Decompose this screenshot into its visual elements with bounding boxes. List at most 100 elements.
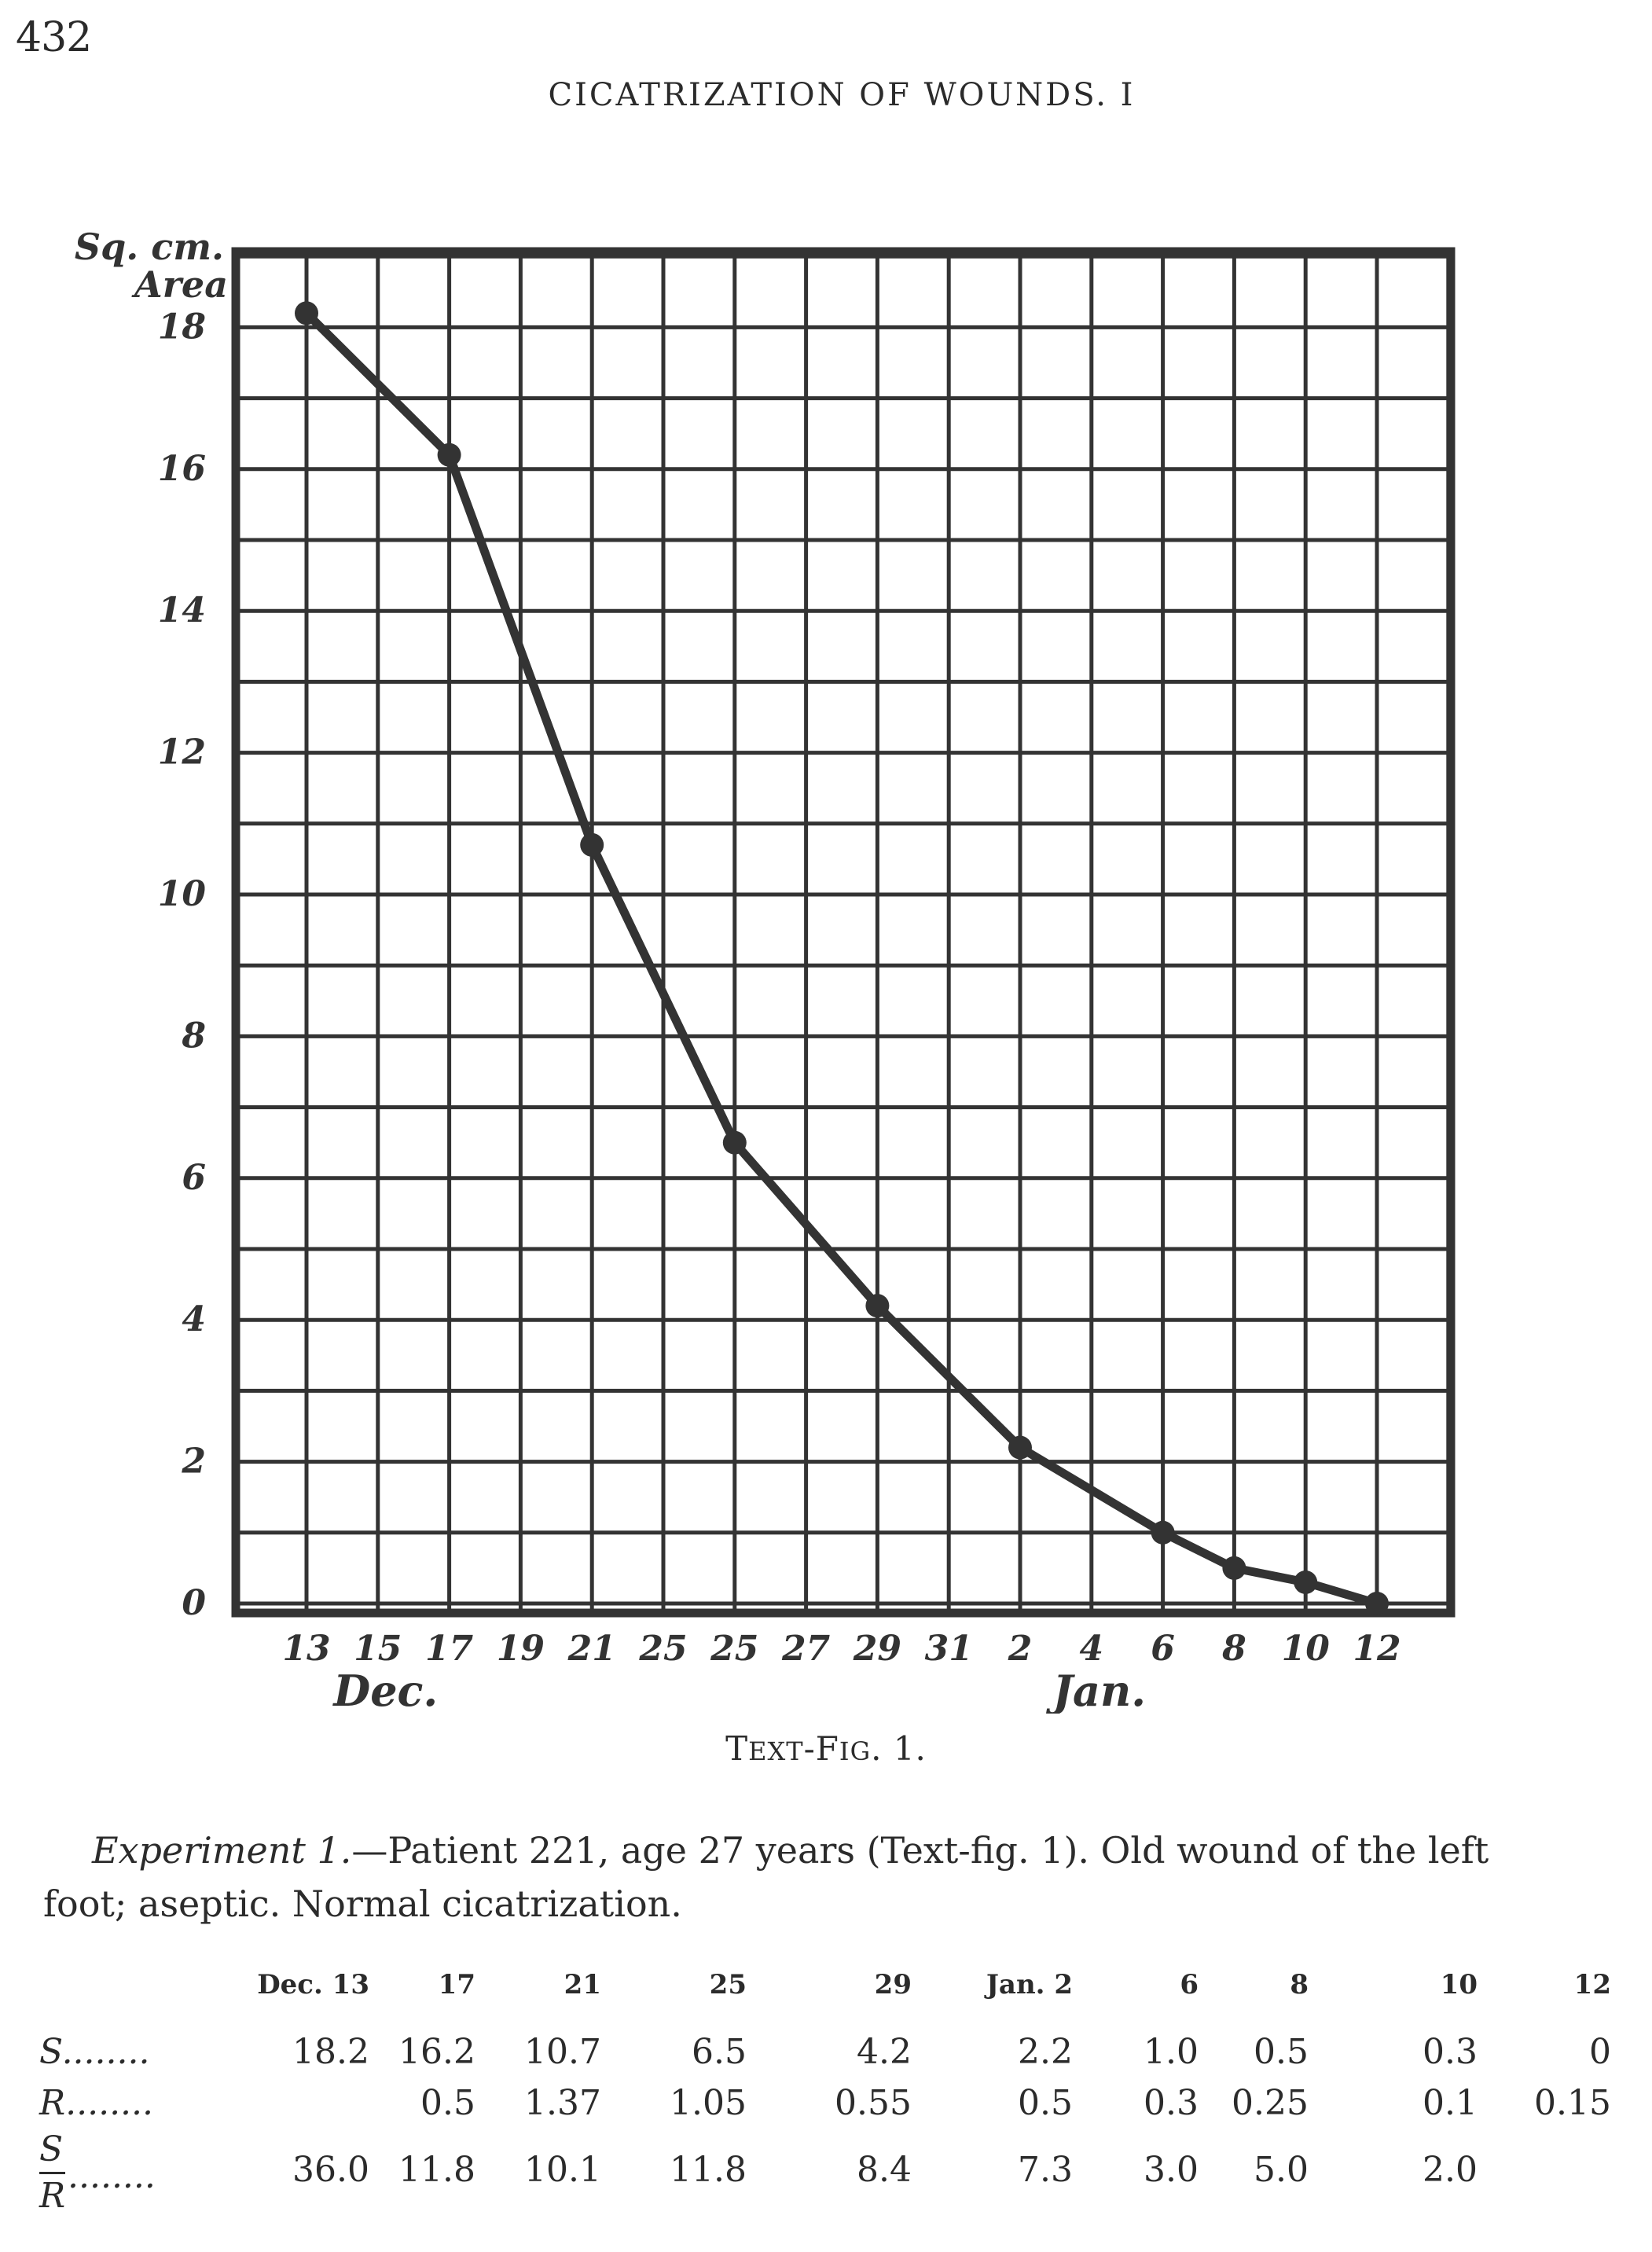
y-tick-label: 14	[158, 590, 206, 630]
x-tick-label: 25	[638, 1629, 687, 1669]
x-tick-label: 19	[497, 1629, 545, 1669]
data-point-marker	[580, 832, 604, 857]
table-cell: 0.5	[420, 2083, 475, 2123]
x-tick-label: 4	[1079, 1629, 1103, 1669]
fraction-denominator: R	[39, 2176, 66, 2216]
table-cell: 4.2	[857, 2032, 912, 2072]
table-row-leader: ........	[68, 2156, 156, 2196]
y-tick-label: 0	[182, 1583, 206, 1623]
data-point-marker	[1365, 1592, 1389, 1615]
x-axis-ticks: 13 15 17 19 21 25 25 27 29 31 2 4 6 8 10 12 Dec. Jan.	[282, 1629, 1401, 1714]
table-cell: 1.37	[524, 2083, 601, 2123]
fraction-numerator: S	[39, 2128, 66, 2174]
y-axis-unit: Sq. cm.	[75, 226, 224, 268]
series-line	[302, 308, 1382, 1608]
table-column-header: 10	[1440, 1969, 1478, 2000]
table-cell: 11.8	[398, 2150, 475, 2190]
table-cell: 2.2	[1018, 2032, 1073, 2072]
y-tick-label: 2	[181, 1442, 206, 1482]
y-tick-label: 6	[182, 1158, 206, 1198]
caption-part: EXT	[748, 1736, 804, 1766]
experiment-body: —Patient 221, age 27 years (Text-fig. 1)…	[351, 1829, 1489, 1872]
table-cell: 6.5	[692, 2032, 747, 2072]
running-head: CICATRIZATION OF WOUNDS. I	[548, 77, 1136, 113]
x-month-label: Dec.	[332, 1666, 438, 1714]
data-point-marker	[1008, 1435, 1032, 1460]
table-cell: 11.8	[670, 2150, 747, 2190]
y-axis-label: Area	[131, 263, 228, 306]
caption-part: . 1.	[871, 1729, 927, 1768]
x-tick-label: 21	[567, 1629, 616, 1669]
table-cell: 16.2	[398, 2032, 475, 2072]
table-cell: 0.15	[1534, 2083, 1611, 2123]
table-cell: 0.5	[1254, 2032, 1309, 2072]
x-tick-label: 27	[781, 1629, 831, 1669]
table-cell: 7.3	[1018, 2150, 1073, 2190]
experiment-line-2: foot; aseptic. Normal cicatrization.	[43, 1883, 682, 1925]
experiment-paragraph: Experiment 1.—Patient 221, age 27 years …	[43, 1824, 1623, 1931]
x-tick-label: 6	[1151, 1629, 1175, 1669]
chart-grid	[236, 252, 1451, 1613]
data-point-marker	[865, 1294, 890, 1318]
caption-part: IG	[839, 1736, 872, 1766]
data-point-marker	[1222, 1556, 1246, 1580]
x-tick-label: 2	[1008, 1629, 1033, 1669]
table-column-header: Dec. 13	[257, 1969, 369, 2000]
x-month-label: Jan.	[1045, 1666, 1146, 1714]
y-tick-label: 16	[158, 449, 206, 489]
table-column-header: 8	[1290, 1969, 1309, 2000]
x-tick-label: 15	[354, 1629, 402, 1669]
data-point-marker	[1151, 1520, 1175, 1545]
figure-caption: TEXT-FIG. 1.	[0, 1729, 1652, 1768]
table-cell: 1.05	[670, 2083, 747, 2123]
table-cell: 1.0	[1144, 2032, 1199, 2072]
data-series-line	[295, 301, 1389, 1615]
data-point-marker	[1294, 1570, 1318, 1594]
table-cell: 5.0	[1254, 2150, 1309, 2190]
page-number: 432	[16, 14, 92, 61]
table-cell: 10.1	[524, 2150, 601, 2190]
experiment-label: Experiment 1.	[92, 1829, 352, 1872]
x-tick-label: 10	[1282, 1629, 1331, 1669]
data-point-marker	[295, 301, 318, 325]
x-tick-label: 12	[1353, 1629, 1401, 1669]
table-cell: 0.3	[1144, 2083, 1199, 2123]
y-tick-label: 12	[158, 733, 206, 773]
y-axis-title: Sq. cm.Area	[75, 226, 228, 306]
table-cell: 36.0	[292, 2150, 369, 2190]
x-tick-label: 8	[1221, 1629, 1246, 1669]
caption-part: T	[725, 1729, 749, 1768]
y-tick-label: 8	[181, 1016, 206, 1056]
table-column-header: 29	[874, 1969, 912, 2000]
table-cell: 0.55	[835, 2083, 912, 2123]
table-column-header: 17	[438, 1969, 475, 2000]
table-column-header: Jan. 2	[986, 1969, 1073, 2000]
y-tick-label: 10	[158, 874, 207, 914]
table-cell: 2.0	[1423, 2150, 1478, 2190]
y-tick-label: 4	[182, 1299, 206, 1339]
plot-border	[231, 247, 1456, 1618]
chart-frame	[231, 247, 1456, 1618]
x-tick-label: 31	[925, 1629, 973, 1669]
data-point-marker	[722, 1130, 747, 1155]
caption-part: -F	[803, 1729, 839, 1768]
table-cell: 0.5	[1018, 2083, 1073, 2123]
table-column-header: 6	[1180, 1969, 1199, 2000]
data-point-marker	[437, 443, 461, 467]
table-row-label: R........	[39, 2083, 154, 2123]
table-cell: 3.0	[1144, 2150, 1199, 2190]
x-tick-label: 17	[425, 1629, 474, 1669]
table-cell: 8.4	[857, 2150, 912, 2190]
x-tick-label: 13	[282, 1629, 330, 1669]
table-column-header: 12	[1573, 1969, 1611, 2000]
table-row-label: S........	[39, 2032, 150, 2072]
table-cell: 0.25	[1232, 2083, 1309, 2123]
x-tick-label: 29	[853, 1629, 901, 1669]
table-cell: 0.1	[1423, 2083, 1478, 2123]
table-cell: 0.3	[1423, 2032, 1478, 2072]
area-chart: 0 2 4 6 8 10 12 14 16 18 13 15 17 19 21 25 25 27 29 31 2 4 6 8…	[75, 226, 1456, 1714]
x-tick-label: 25	[710, 1629, 758, 1669]
table-column-header: 25	[709, 1969, 747, 2000]
y-axis-ticks: 0 2 4 6 8 10 12 14 16 18	[158, 307, 207, 1623]
